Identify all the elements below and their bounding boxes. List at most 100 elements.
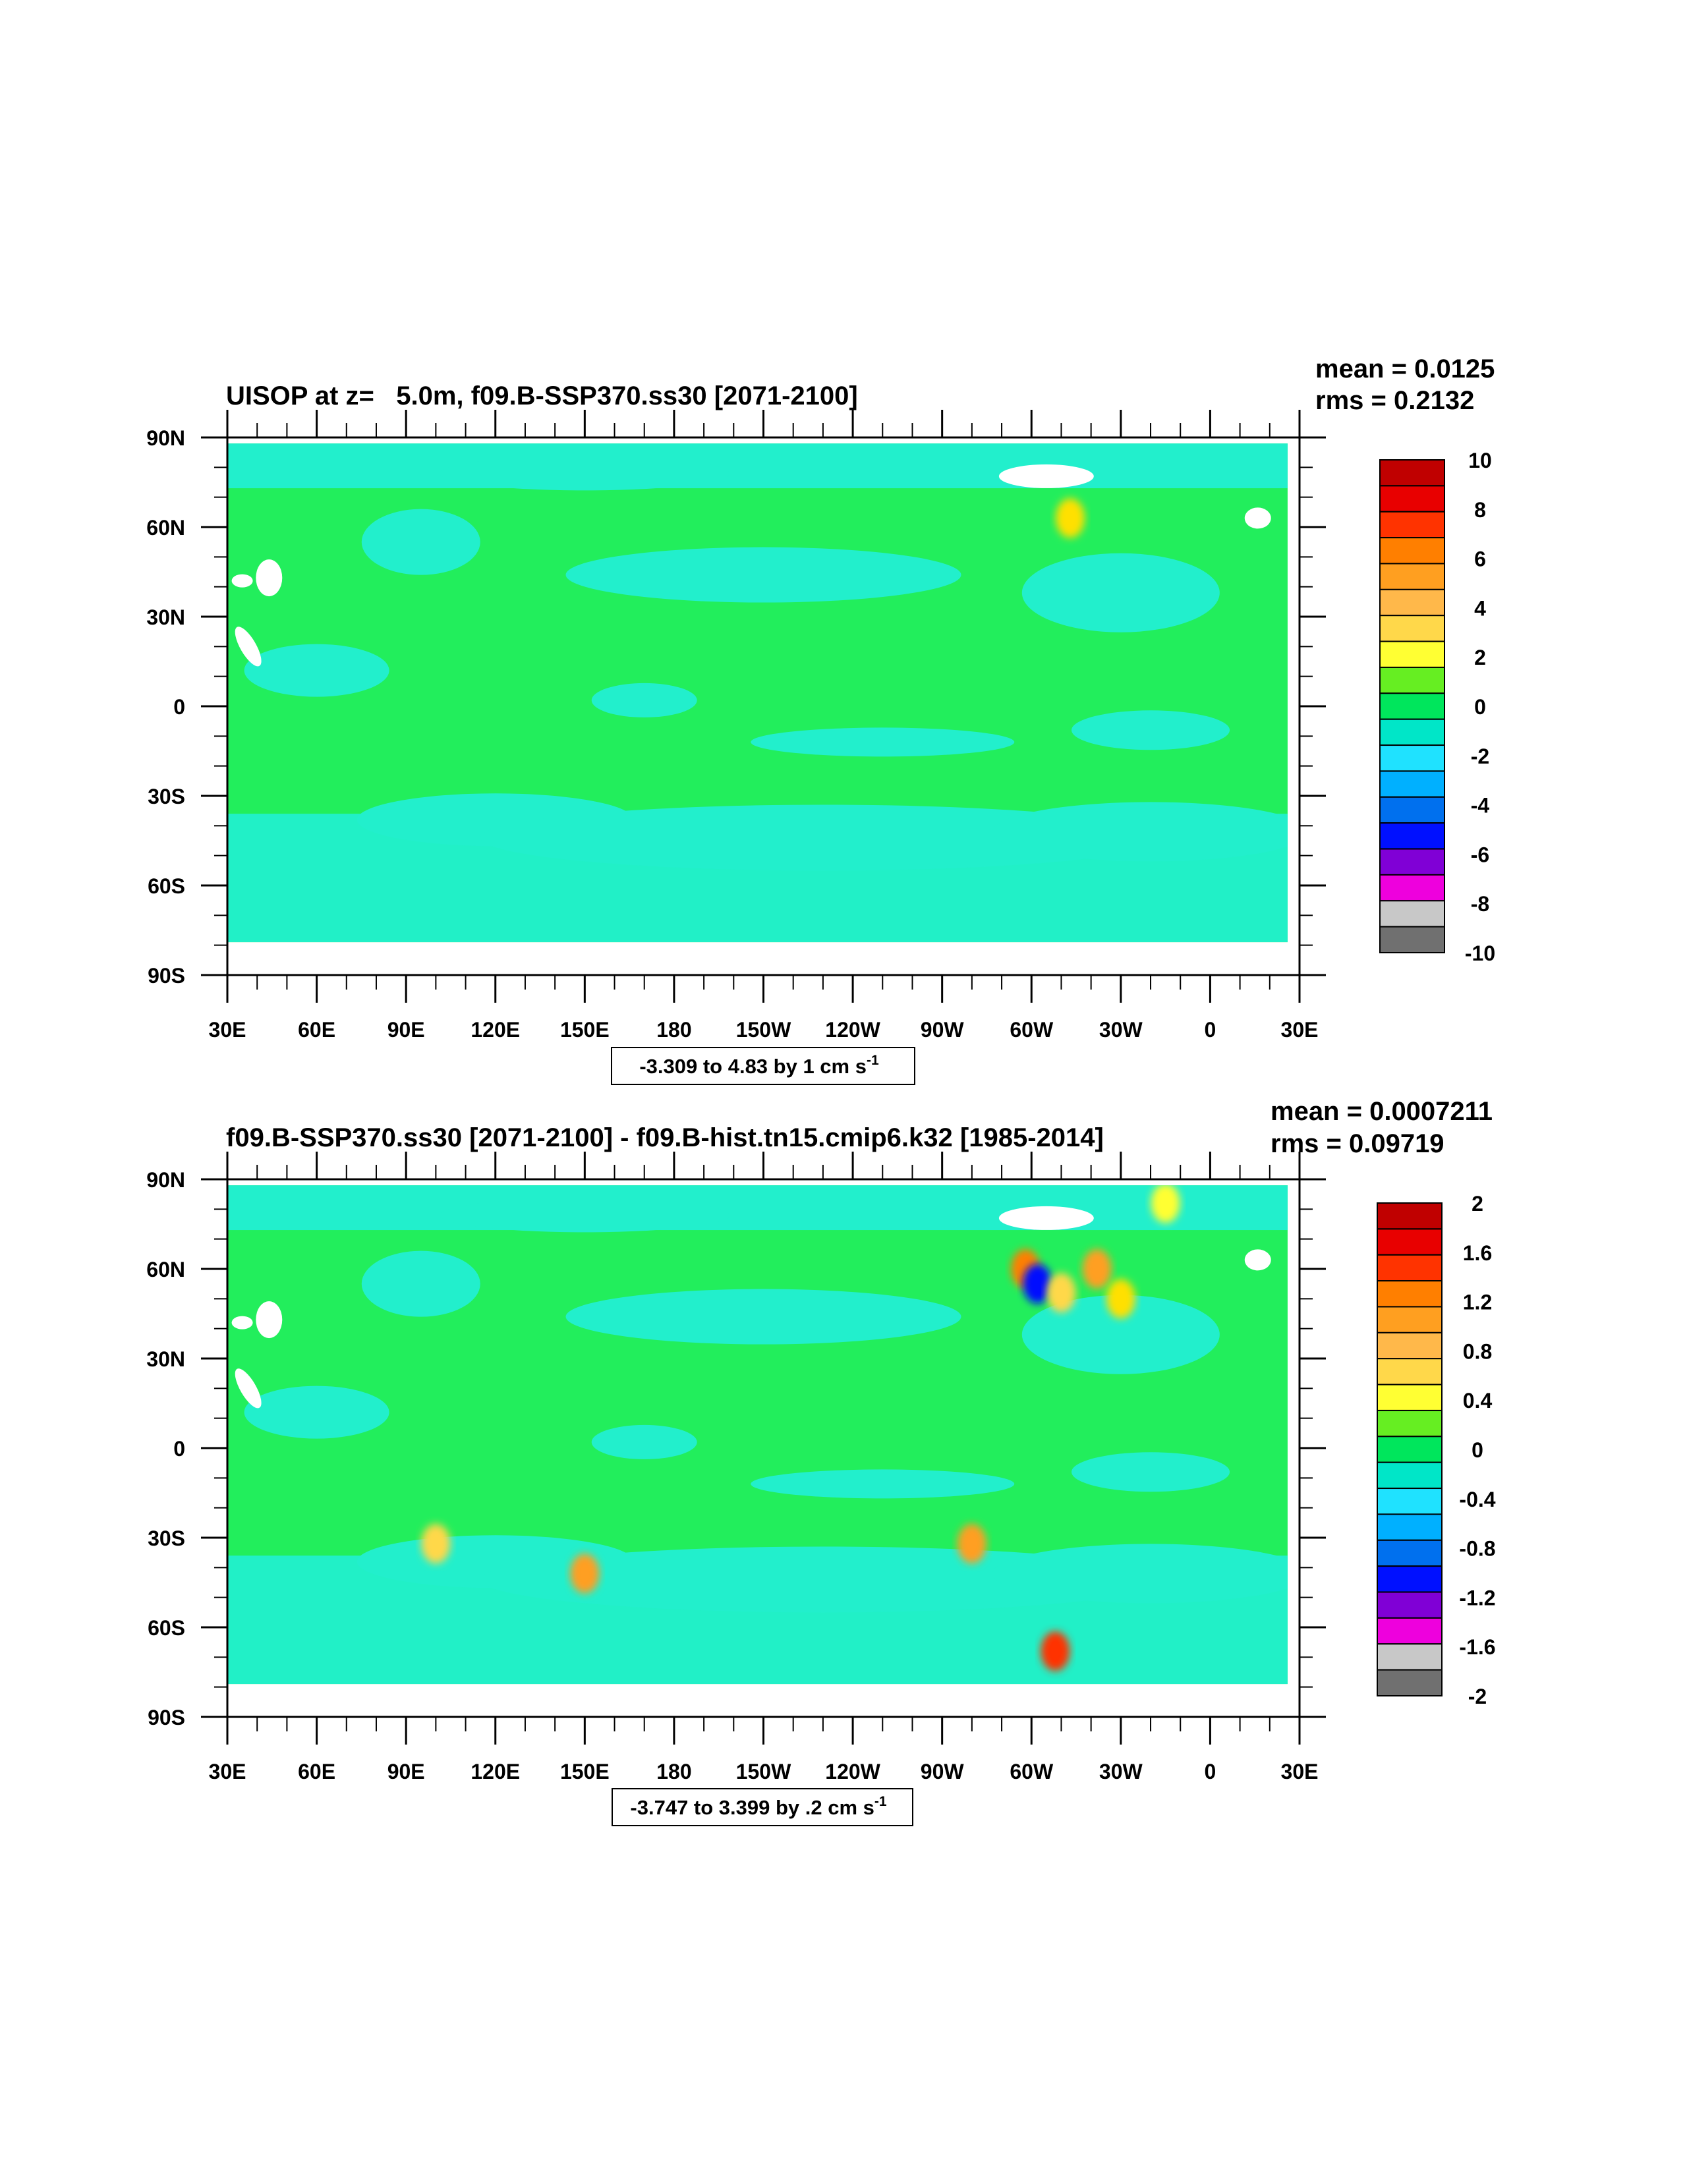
colorbar-box-16: [1379, 874, 1445, 902]
colorbar-box-7: [1379, 640, 1445, 668]
colorbar-label: 10: [1468, 449, 1492, 472]
lon-tick-label: 60E: [298, 1760, 335, 1783]
region-indian: [244, 644, 389, 697]
region-eq-pacific: [751, 1469, 1015, 1499]
colorbar-box-0: [1379, 459, 1445, 487]
lon-tick-label: 150W: [736, 1760, 791, 1783]
colorbar-label: 2: [1472, 1192, 1483, 1216]
colorbar-box-14: [1377, 1565, 1443, 1593]
lat-tick-label: 30S: [148, 785, 185, 808]
lat-tick-label: 30N: [146, 605, 185, 629]
lon-tick-label: 120W: [825, 1018, 880, 1042]
colorbar-box-4: [1379, 563, 1445, 590]
hotspot-10: [421, 1524, 451, 1564]
colorbar-box-9: [1377, 1436, 1443, 1463]
mask-caspian: [256, 559, 283, 597]
colorbar-label: -1.2: [1459, 1586, 1495, 1610]
region-warm-pool: [591, 1424, 697, 1459]
region-north-pacific: [565, 547, 961, 603]
mask-greenland: [998, 1206, 1094, 1230]
lon-tick-label: 120E: [471, 1760, 520, 1783]
colorbar-box-11: [1377, 1488, 1443, 1515]
colorbar-box-0: [1377, 1202, 1443, 1230]
region-indian: [244, 1386, 389, 1439]
lon-tick-label: 90E: [387, 1760, 425, 1783]
hotspot-4: [1106, 1279, 1135, 1319]
colorbar-label: -1.6: [1459, 1635, 1495, 1659]
colorbar-box-15: [1379, 848, 1445, 876]
colorbar-box-1: [1379, 485, 1445, 513]
colorbar-label: 0: [1472, 1438, 1483, 1462]
arctic-band: [227, 1185, 1288, 1231]
lon-tick-label: 90W: [921, 1018, 965, 1042]
lon-tick-label: 0: [1205, 1760, 1216, 1783]
lat-tick-label: 60N: [146, 1258, 185, 1281]
region-siberia: [440, 456, 730, 491]
hotspot-7: [957, 1524, 986, 1564]
mask-black-sea: [231, 1316, 253, 1330]
colorbar-label: -10: [1465, 941, 1495, 965]
lon-tick-label: 150E: [560, 1760, 610, 1783]
colorbar-label: 6: [1474, 547, 1486, 571]
lat-tick-label: 30N: [146, 1347, 185, 1371]
hotspot-2: [1046, 1273, 1076, 1313]
mean-label: mean = 0.0007211: [1271, 1097, 1493, 1126]
lon-tick-label: 30E: [1281, 1018, 1319, 1042]
colorbar-box-6: [1377, 1358, 1443, 1386]
lat-tick-label: 90N: [146, 1168, 185, 1192]
colorbar-label: -6: [1471, 843, 1489, 866]
colorbar-label: 4: [1474, 596, 1486, 620]
region-north-atlantic: [1021, 1295, 1220, 1374]
colorbar-label: 8: [1474, 498, 1486, 522]
arctic-band: [227, 443, 1288, 489]
contour-info-box: [612, 1788, 913, 1826]
region-atlantic-south: [992, 1544, 1288, 1604]
lon-tick-label: 30E: [209, 1018, 246, 1042]
colorbar-box-5: [1377, 1331, 1443, 1360]
colorbar-box-17: [1379, 900, 1445, 928]
lon-tick-label: 90W: [921, 1760, 965, 1783]
mask-black-sea: [231, 574, 253, 588]
panel-title: f09.B-SSP370.ss30 [2071-2100] - f09.B-hi…: [226, 1123, 1104, 1152]
region-pacific-south: [480, 1546, 1166, 1613]
mask-baltic: [1244, 1249, 1271, 1271]
region-asia: [361, 1250, 480, 1317]
colorbar-box-10: [1377, 1461, 1443, 1490]
colorbar-label: 0.4: [1463, 1389, 1493, 1413]
hotspot-5: [1151, 1185, 1180, 1223]
region-north-atlantic: [1021, 553, 1220, 632]
map-field: [227, 1185, 1288, 1685]
contour-info-main: -3.309 to 4.83 by 1 cm s: [639, 1055, 867, 1078]
mask-caspian: [256, 1301, 283, 1339]
colorbar-box-15: [1377, 1591, 1443, 1619]
region-siberia: [440, 1198, 730, 1233]
hotspot-8: [1041, 1631, 1070, 1671]
lon-tick-label: 30E: [209, 1760, 246, 1783]
colorbar-label: 1.6: [1463, 1241, 1492, 1265]
colorbar-box-12: [1377, 1513, 1443, 1541]
lon-tick-label: 60W: [1010, 1018, 1054, 1042]
lat-tick-label: 90S: [148, 1706, 185, 1729]
colorbar-box-1: [1377, 1228, 1443, 1256]
lon-tick-label: 150W: [736, 1018, 791, 1042]
colorbar-label: -2: [1468, 1685, 1487, 1708]
rms-label: rms = 0.2132: [1315, 386, 1474, 415]
panel-bottom: 90N 60N 30N 0 30S 60S 90S 30E 60E 90E 120E 150E 180 1…: [146, 1097, 1496, 1826]
region-warm-pool: [591, 683, 697, 717]
colorbar-label: 0.8: [1463, 1339, 1492, 1363]
hotspot-3: [1082, 1249, 1112, 1289]
lon-tick-label: 30W: [1099, 1018, 1143, 1042]
colorbar-label: -4: [1471, 794, 1490, 818]
lat-tick-label: 0: [173, 1437, 185, 1461]
colorbar-box-5: [1379, 588, 1445, 617]
colorbar-box-3: [1377, 1280, 1443, 1308]
colorbar-box-17: [1377, 1643, 1443, 1671]
region-north-pacific: [565, 1289, 961, 1345]
region-eq-atlantic: [1072, 710, 1230, 750]
contour-info-main: -3.747 to 3.399 by .2 cm s: [630, 1796, 874, 1819]
lon-tick-label: 120W: [825, 1760, 880, 1783]
lon-tick-label: 180: [656, 1018, 691, 1042]
colorbar-label: -0.4: [1459, 1488, 1495, 1511]
region-eq-atlantic: [1072, 1452, 1230, 1492]
